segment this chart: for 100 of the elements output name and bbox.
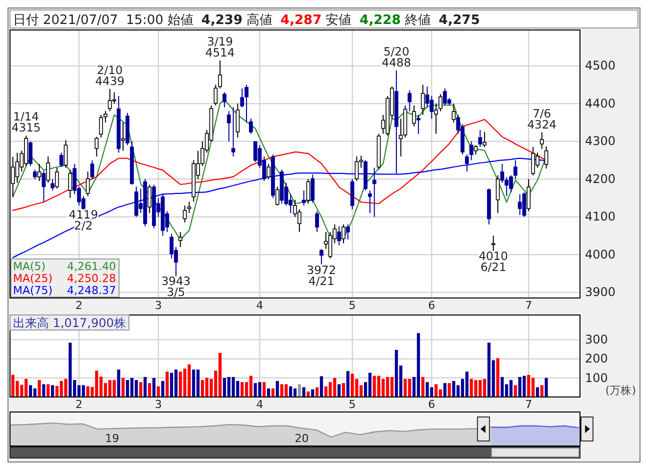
x-tick-label: 6 xyxy=(428,298,436,312)
annotation: 5/20 4488 xyxy=(382,44,412,70)
candlestick xyxy=(368,190,372,214)
candlestick xyxy=(42,170,46,202)
y-axis-title: (万株) xyxy=(605,384,636,397)
y-tick-label: 4400 xyxy=(585,96,616,110)
x-tick-label: 7 xyxy=(525,298,532,312)
candlestick xyxy=(412,104,416,127)
candlestick xyxy=(522,192,526,218)
candlestick xyxy=(452,103,456,123)
bar xyxy=(222,378,226,397)
bar xyxy=(117,370,120,397)
candlestick xyxy=(346,224,350,240)
bar xyxy=(426,382,429,397)
candlestick xyxy=(491,235,496,252)
candlestick xyxy=(496,174,500,214)
bar xyxy=(320,376,323,397)
y-tick-label: 200 xyxy=(585,352,608,366)
candlestick xyxy=(68,169,72,198)
bar xyxy=(452,380,456,397)
bar xyxy=(249,376,252,397)
bar xyxy=(390,376,394,397)
candlestick xyxy=(226,110,231,142)
candlestick xyxy=(526,178,531,212)
candlestick xyxy=(464,154,469,172)
bar xyxy=(183,368,186,397)
candlestick xyxy=(266,164,270,180)
candlestick xyxy=(28,140,32,166)
candlestick xyxy=(408,90,412,112)
candlestick xyxy=(222,92,226,108)
bar xyxy=(126,380,130,397)
bar xyxy=(465,372,468,397)
annotation: 7/6 4324 xyxy=(527,106,557,132)
x-tick-label: 3 xyxy=(154,398,162,411)
candlestick xyxy=(337,226,342,246)
x-tick-label: 2 xyxy=(75,298,82,312)
annotation: 2/10 4439 xyxy=(95,62,124,88)
bar xyxy=(271,388,274,397)
candlestick xyxy=(214,84,218,106)
annotation: 4,261.40 xyxy=(67,260,116,273)
candlestick xyxy=(134,186,138,218)
candlestick xyxy=(275,186,280,206)
candlestick xyxy=(59,152,64,168)
candlestick xyxy=(310,174,315,203)
candlestick xyxy=(315,210,319,232)
bar xyxy=(416,333,420,397)
bar xyxy=(443,383,446,397)
y-tick-label: 3900 xyxy=(585,285,616,300)
x-tick-label: 4 xyxy=(256,298,264,312)
bar xyxy=(500,376,504,397)
annotation: 3943 3/5 xyxy=(161,274,191,300)
bar xyxy=(156,386,160,397)
bar xyxy=(42,384,46,397)
candlestick xyxy=(540,132,544,150)
x-tick-label: 5 xyxy=(348,398,356,411)
candlestick xyxy=(342,224,346,244)
bar xyxy=(68,342,72,397)
bar xyxy=(377,376,380,397)
x-tick-label: 4 xyxy=(256,398,264,411)
candlestick xyxy=(236,103,240,138)
candlestick xyxy=(178,231,182,248)
candlestick xyxy=(320,248,324,266)
bar xyxy=(293,388,297,397)
candlestick xyxy=(182,205,187,224)
bar xyxy=(112,380,116,397)
candlestick xyxy=(513,160,518,180)
bar xyxy=(166,372,169,397)
candlestick xyxy=(90,160,94,180)
bar xyxy=(51,385,54,397)
annotation: 4,250.28 xyxy=(67,272,116,285)
candlestick xyxy=(50,178,54,191)
bar xyxy=(328,382,332,397)
bar xyxy=(232,376,235,397)
candlestick xyxy=(416,114,420,134)
bar xyxy=(82,385,85,397)
bar xyxy=(174,370,178,397)
x-tick-label: 7 xyxy=(525,398,532,411)
y-tick-label: 4300 xyxy=(585,134,616,148)
candlestick xyxy=(108,88,112,112)
candlestick xyxy=(32,169,37,180)
candlestick xyxy=(350,178,354,210)
text: MA(25) xyxy=(13,272,53,285)
candlestick xyxy=(187,201,192,214)
candlestick xyxy=(46,156,50,184)
annotation: 3972 4/21 xyxy=(306,263,336,288)
bar xyxy=(262,382,266,397)
text: MA(75) xyxy=(13,284,53,297)
bar xyxy=(342,383,346,397)
bar xyxy=(148,383,152,397)
y-tick-label: 300 xyxy=(585,332,608,347)
bar xyxy=(122,378,125,397)
bar xyxy=(298,384,301,397)
candlestick xyxy=(86,171,90,197)
candlestick xyxy=(55,167,59,190)
bar xyxy=(540,385,544,397)
candlestick xyxy=(121,122,126,152)
candlestick xyxy=(148,184,152,214)
x-tick-label: 6 xyxy=(428,398,436,411)
bar xyxy=(514,385,517,397)
bar xyxy=(338,384,341,397)
